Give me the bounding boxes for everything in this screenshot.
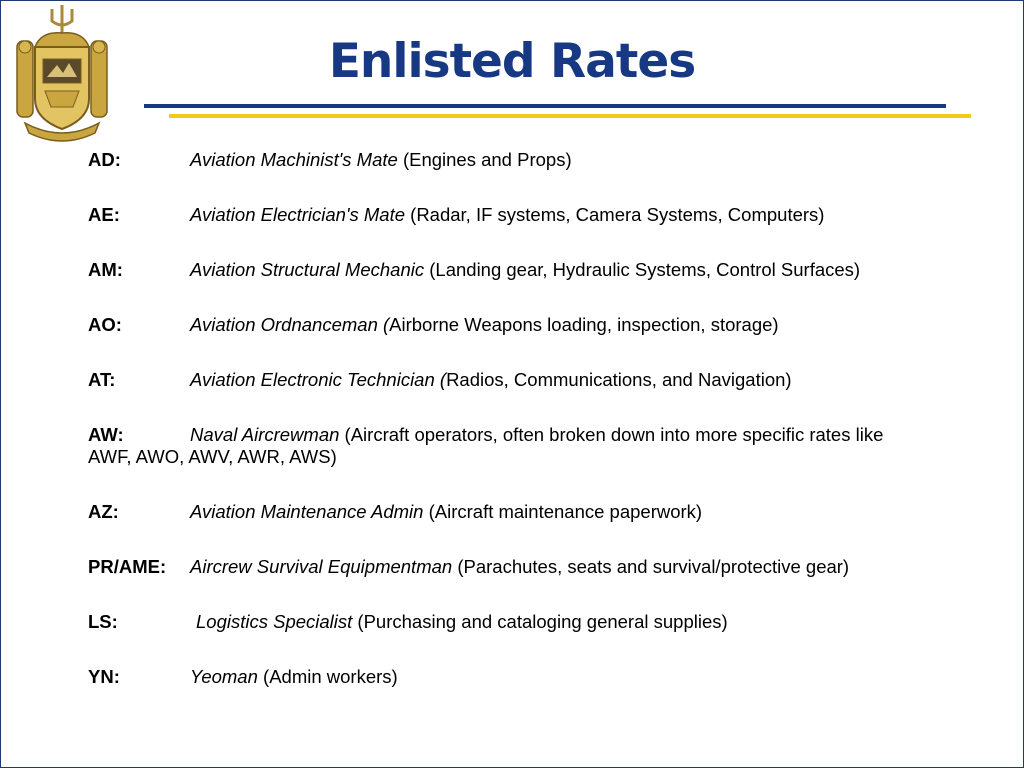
rate-code: AT: <box>88 369 116 390</box>
rate-item-aw: AW: Naval Aircrewman (Aircraft operators,… <box>88 424 918 468</box>
rate-name: Logistics Specialist <box>196 611 353 632</box>
rate-code: AM: <box>88 259 123 280</box>
rate-code: AZ: <box>88 501 119 522</box>
rate-description: (Aircraft operators, often broken down i… <box>88 424 884 467</box>
rate-item-ad: AD: Aviation Machinist's Mate (Engines an… <box>88 149 968 171</box>
rate-item-ae: AE: Aviation Electrician's Mate (Radar, I… <box>88 204 968 226</box>
rate-item-pr-ame: PR/AME: Aircrew Survival Equipmentman (Pa… <box>88 556 968 578</box>
rate-code: AO: <box>88 314 122 335</box>
rate-item-am: AM: Aviation Structural Mechanic (Landing… <box>88 259 968 281</box>
rate-name: Aviation Structural Mechanic <box>190 259 425 280</box>
rate-code: AE: <box>88 204 120 225</box>
rate-name: Yeoman <box>190 666 258 687</box>
rate-description: (Admin workers) <box>257 666 398 687</box>
title-underline-blue <box>144 104 946 108</box>
rate-item-ao: AO: Aviation Ordnanceman (Airborne Weapon… <box>88 314 968 336</box>
rate-name: Naval Aircrewman <box>190 424 340 445</box>
rate-code: YN: <box>88 666 120 687</box>
rate-description: (Aircraft maintenance paperwork) <box>423 501 703 522</box>
naval-academy-crest-icon <box>16 5 108 142</box>
rate-description: Airborne Weapons loading, inspection, st… <box>389 314 779 335</box>
rate-description: (Engines and Props) <box>397 149 572 170</box>
rate-description: (Purchasing and cataloging general suppl… <box>352 611 728 632</box>
rate-code: AD: <box>88 149 121 170</box>
rate-description: (Parachutes, seats and survival/protecti… <box>452 556 850 577</box>
rate-name: Aviation Maintenance Admin <box>190 501 424 522</box>
rates-list: AD: Aviation Machinist's Mate (Engines an… <box>88 149 968 721</box>
rate-item-yn: YN: Yeoman (Admin workers) <box>88 666 968 688</box>
title-underline-gold <box>169 114 971 118</box>
rate-code: AW: <box>88 424 124 445</box>
rate-name: Aircrew Survival Equipmentman <box>190 556 453 577</box>
rate-name: Aviation Machinist's Mate <box>190 149 398 170</box>
rate-description: (Landing gear, Hydraulic Systems, Contro… <box>424 259 861 280</box>
rate-item-ls: LS: Logistics Specialist (Purchasing and … <box>88 611 968 633</box>
rate-item-at: AT: Aviation Electronic Technician (Radio… <box>88 369 968 391</box>
rate-description: (Radar, IF systems, Camera Systems, Comp… <box>405 204 825 225</box>
rate-code: LS: <box>88 611 118 632</box>
rate-name: Aviation Electronic Technician ( <box>190 369 447 390</box>
rate-description: Radios, Communications, and Navigation) <box>446 369 792 390</box>
rate-name: Aviation Ordnanceman ( <box>190 314 390 335</box>
rate-name: Aviation Electrician's Mate <box>190 204 406 225</box>
rate-item-az: AZ: Aviation Maintenance Admin (Aircraft … <box>88 501 968 523</box>
rate-code: PR/AME: <box>88 556 167 577</box>
page-title: Enlisted Rates <box>328 34 696 89</box>
